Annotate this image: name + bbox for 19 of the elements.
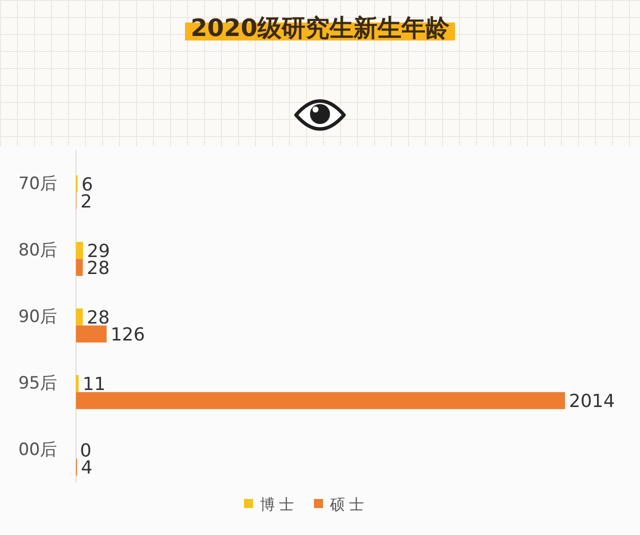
data-label: 4	[80, 458, 92, 479]
data-label: 2014	[569, 391, 615, 412]
bar	[76, 392, 565, 410]
bar	[76, 308, 83, 326]
data-label: 11	[82, 374, 106, 396]
data-label: 28	[86, 307, 110, 328]
bar	[76, 326, 107, 342]
legend-label: 博士	[260, 495, 298, 514]
bar	[76, 258, 83, 276]
bar	[76, 375, 79, 392]
y-tick-label: 95后	[18, 374, 57, 394]
y-tick-label: 00后	[18, 440, 57, 460]
y-tick-label: 80后	[18, 240, 57, 260]
legend-label: 硕士	[329, 495, 368, 514]
y-tick-label: 90后	[18, 306, 57, 327]
chart-title: 2020级研究生新生年龄	[184, 14, 456, 42]
bar	[76, 242, 84, 259]
y-tick-label: 70后	[18, 174, 57, 194]
data-label: 126	[110, 324, 145, 346]
